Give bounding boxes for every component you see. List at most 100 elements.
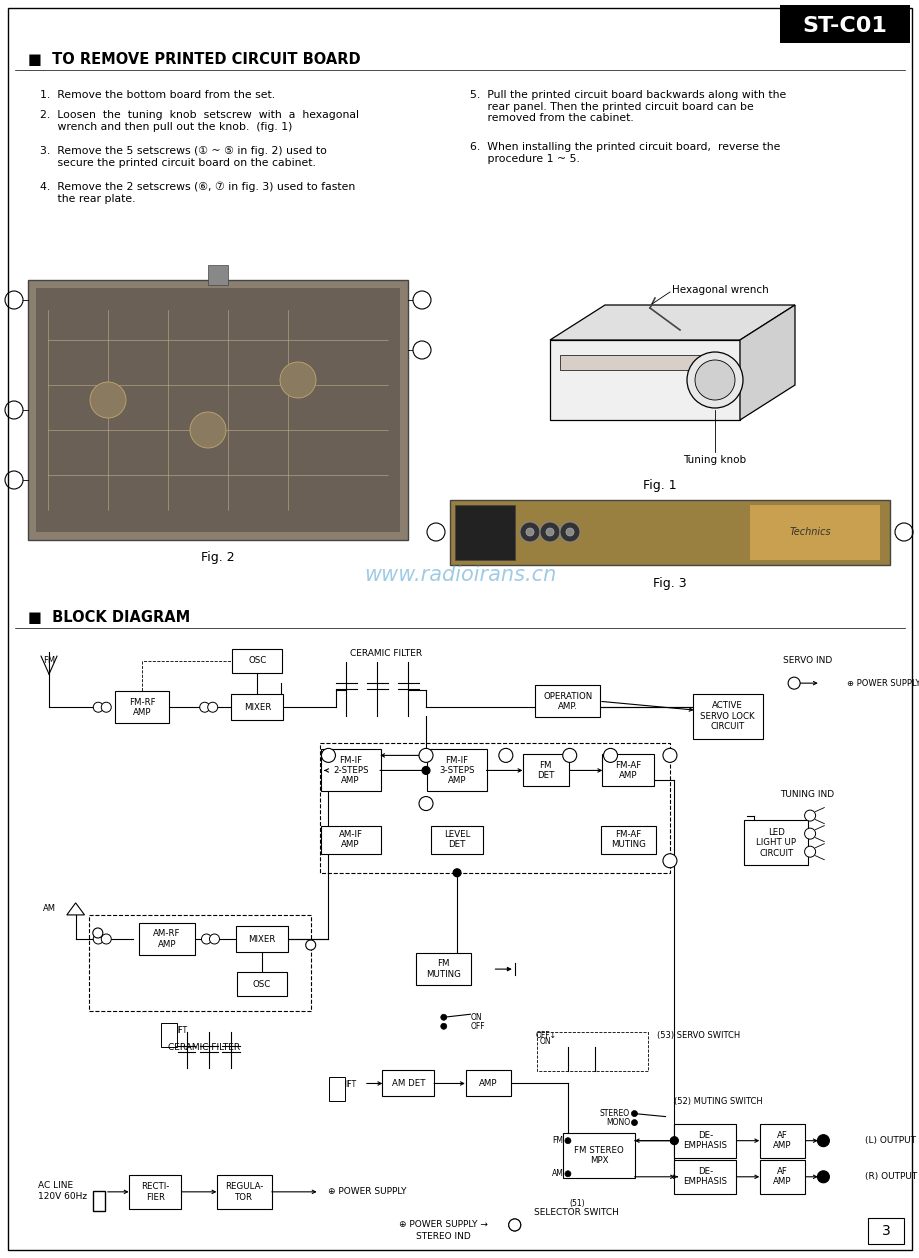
Circle shape [5,291,23,309]
Text: STEREO IND: STEREO IND [416,1233,471,1242]
Text: STEREO: STEREO [599,1110,630,1118]
Circle shape [321,749,335,762]
Text: 10: 10 [564,751,573,760]
Bar [455,504,515,560]
Circle shape [519,522,539,542]
Text: 9: 9 [423,799,428,808]
Text: AM DET: AM DET [391,1079,425,1088]
Text: MIXER: MIXER [244,703,271,712]
Text: Hexagonal wrench: Hexagonal wrench [671,286,767,294]
Text: 3: 3 [880,1224,890,1238]
Bar [36,288,400,532]
Text: 8: 8 [423,751,428,760]
Circle shape [208,702,218,712]
Circle shape [101,933,111,944]
Text: (51): (51) [568,1199,584,1209]
Circle shape [5,401,23,419]
Circle shape [630,1111,637,1117]
Circle shape [562,749,576,762]
Text: FM-AF
AMP: FM-AF AMP [615,761,641,780]
Text: 6: 6 [433,527,438,536]
Circle shape [201,933,211,944]
Circle shape [440,1014,447,1020]
Circle shape [663,854,676,868]
Text: (R) OUTPUT: (R) OUTPUT [864,1172,916,1181]
Circle shape [564,1137,571,1144]
Bar [602,755,653,786]
Text: 7: 7 [607,751,612,760]
Bar [867,1218,903,1244]
Text: DE-
EMPHASIS: DE- EMPHASIS [683,1131,727,1150]
Bar [233,649,282,673]
Text: 2.  Loosen  the  tuning  knob  setscrew  with  a  hexagonal
     wrench and then: 2. Loosen the tuning knob setscrew with … [40,109,358,132]
Circle shape [101,702,111,712]
Circle shape [630,1120,637,1126]
Bar [449,499,889,565]
Text: SERVO IND: SERVO IND [782,657,831,665]
Circle shape [508,1219,520,1230]
Circle shape [210,933,220,944]
Text: AC LINE: AC LINE [38,1181,73,1190]
Text: www.radioirans.cn: www.radioirans.cn [363,565,556,585]
Bar [562,1133,634,1179]
Polygon shape [550,340,739,420]
Text: ⊕ POWER SUPPLY: ⊕ POWER SUPPLY [846,678,919,688]
Circle shape [804,810,815,821]
Circle shape [560,522,579,542]
Text: SELECTOR SWITCH: SELECTOR SWITCH [534,1209,618,1218]
Text: ST-C01: ST-C01 [801,16,887,36]
Circle shape [413,341,430,359]
Text: FM-AF
MUTING: FM-AF MUTING [610,830,645,849]
Text: 3: 3 [96,930,100,936]
Text: RECTI-
FIER: RECTI- FIER [142,1183,169,1201]
Bar [749,504,879,560]
Text: ■  TO REMOVE PRINTED CIRCUIT BOARD: ■ TO REMOVE PRINTED CIRCUIT BOARD [28,53,360,68]
Circle shape [508,1219,520,1230]
Bar [522,755,568,786]
Bar [94,1190,106,1210]
Bar [329,1077,345,1102]
Bar [759,1160,804,1194]
Text: 4: 4 [11,405,17,414]
Text: TUNING IND: TUNING IND [779,790,834,799]
Text: AM-IF
AMP: AM-IF AMP [338,830,362,849]
Circle shape [418,796,433,810]
Text: AM: AM [551,1169,563,1179]
Text: ⊕ POWER SUPPLY: ⊕ POWER SUPPLY [328,1188,406,1196]
Text: 6: 6 [667,751,672,760]
Text: 3: 3 [419,346,425,355]
Text: AM-RF
AMP: AM-RF AMP [153,930,180,949]
Circle shape [422,766,429,775]
Text: Tuning knob: Tuning knob [683,455,745,465]
Text: CERAMIC FILTER: CERAMIC FILTER [168,1043,240,1052]
Bar [139,923,195,955]
Bar [674,1123,735,1157]
Circle shape [413,291,430,309]
Bar [600,825,655,854]
Text: 5: 5 [667,857,672,866]
Text: Fig. 1: Fig. 1 [642,478,676,492]
Text: OSC: OSC [253,980,271,989]
Text: (52) MUTING SWITCH: (52) MUTING SWITCH [674,1097,762,1106]
Text: 4.  Remove the 2 setscrews (⑥, ⑦ in fig. 3) used to fasten
     the rear plate.: 4. Remove the 2 setscrews (⑥, ⑦ in fig. … [40,182,355,204]
Text: ⊕ POWER SUPPLY →: ⊕ POWER SUPPLY → [399,1220,488,1229]
Text: OSC: OSC [248,657,267,665]
Text: 5: 5 [11,476,17,484]
Circle shape [526,528,533,536]
Circle shape [804,847,815,857]
Circle shape [816,1171,829,1183]
Bar [161,1023,176,1047]
Text: 1: 1 [11,296,17,304]
Circle shape [498,749,512,762]
Bar [319,743,669,873]
Text: CERAMIC FILTER: CERAMIC FILTER [349,649,422,658]
Bar [537,1033,647,1072]
Text: FM
MUTING: FM MUTING [425,960,460,979]
Circle shape [539,522,560,542]
Bar [535,686,600,717]
Circle shape [788,677,800,689]
Text: LED
LIGHT UP
CIRCUIT: LED LIGHT UP CIRCUIT [755,828,796,858]
Text: 1: 1 [325,751,331,760]
Circle shape [804,828,815,839]
Text: Fig. 2: Fig. 2 [201,551,234,565]
